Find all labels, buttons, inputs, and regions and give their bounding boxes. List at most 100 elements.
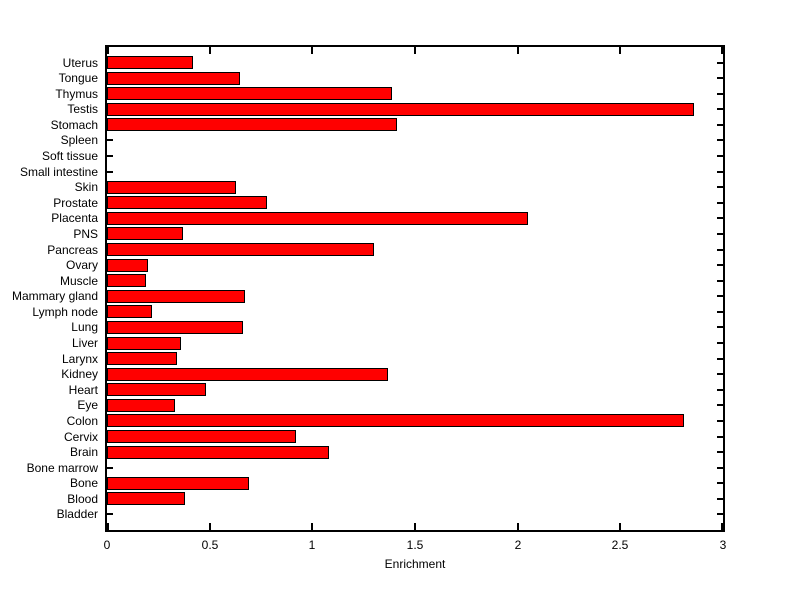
y-tick-label: Brain: [69, 445, 98, 460]
y-axis-tick: [717, 388, 723, 391]
bar: [107, 290, 245, 303]
y-tick-label: Blood: [67, 491, 98, 506]
x-tick-label: 3: [719, 538, 727, 552]
y-tick-label: Colon: [66, 413, 98, 428]
y-tick-label: Skin: [74, 180, 98, 195]
y-axis-tick: [717, 201, 723, 204]
bar: [107, 196, 267, 209]
y-tick-label: Uterus: [62, 55, 98, 70]
y-axis-tick: [717, 451, 723, 454]
y-axis-tick: [717, 248, 723, 251]
y-axis-tick: [717, 326, 723, 329]
bar: [107, 274, 146, 287]
y-axis-tick: [717, 232, 723, 235]
y-tick-label: Liver: [71, 336, 98, 351]
bar: [107, 72, 240, 85]
bar: [107, 259, 148, 272]
bar: [107, 337, 181, 350]
y-axis-tick: [717, 482, 723, 485]
x-axis-tick: [721, 47, 723, 54]
y-axis-tick: [717, 419, 723, 422]
y-axis-tick: [717, 513, 723, 516]
x-axis-tick: [107, 47, 109, 54]
plot-area: [105, 45, 725, 532]
bar: [107, 227, 183, 240]
x-axis-tick: [619, 47, 621, 54]
y-axis-tick: [717, 264, 723, 267]
y-tick-label: Bone marrow: [26, 460, 98, 475]
y-tick-label: Mammary gland: [11, 289, 98, 304]
y-axis-tick: [717, 295, 723, 298]
bar: [107, 414, 684, 427]
y-axis-tick: [107, 155, 113, 158]
y-axis-tick: [107, 170, 113, 173]
y-tick-label: Heart: [68, 382, 98, 397]
x-axis-tick: [414, 523, 416, 530]
y-axis-tick: [717, 357, 723, 360]
bar: [107, 321, 243, 334]
y-axis-tick: [717, 139, 723, 142]
y-tick-label: Ovary: [65, 258, 98, 273]
x-axis-tick: [414, 47, 416, 54]
x-tick-label: 2: [514, 538, 522, 552]
bar: [107, 118, 397, 131]
bar: [107, 103, 694, 116]
y-tick-label: Lung: [71, 320, 98, 335]
y-tick-label: PNS: [73, 226, 98, 241]
bar: [107, 243, 374, 256]
y-tick-label: Lymph node: [32, 304, 98, 319]
y-tick-label: Larynx: [61, 351, 98, 366]
y-axis-tick: [107, 466, 113, 469]
y-axis-tick: [717, 310, 723, 313]
y-axis-tick: [107, 139, 113, 142]
bar: [107, 446, 329, 459]
x-axis-tick: [107, 523, 109, 530]
bar: [107, 212, 528, 225]
bar: [107, 430, 296, 443]
x-axis-tick: [619, 523, 621, 530]
x-axis-tick: [517, 523, 519, 530]
y-axis-tick: [717, 435, 723, 438]
bar: [107, 492, 185, 505]
y-tick-label: Placenta: [51, 211, 98, 226]
bar: [107, 383, 206, 396]
y-axis-tick: [717, 186, 723, 189]
y-axis-tick: [717, 404, 723, 407]
y-axis-tick: [717, 497, 723, 500]
y-axis-tick: [717, 373, 723, 376]
bar: [107, 352, 177, 365]
y-tick-label: Stomach: [50, 117, 98, 132]
y-axis-tick: [717, 217, 723, 220]
y-axis-tick: [717, 108, 723, 111]
x-axis-tick: [311, 47, 313, 54]
bar: [107, 181, 236, 194]
bar: [107, 56, 193, 69]
y-axis-tick: [107, 513, 113, 516]
y-tick-label: Cervix: [63, 429, 98, 444]
y-axis-tick: [717, 466, 723, 469]
bar: [107, 477, 249, 490]
x-tick-label: 0.5: [201, 538, 219, 552]
y-axis-tick: [717, 342, 723, 345]
y-axis-tick: [717, 77, 723, 80]
y-tick-label: Bladder: [56, 507, 98, 522]
y-tick-label: Spleen: [60, 133, 98, 148]
x-axis-tick: [721, 523, 723, 530]
x-axis-tick: [209, 523, 211, 530]
x-tick-label: 0: [103, 538, 111, 552]
x-axis-tick: [311, 523, 313, 530]
y-axis-tick: [717, 92, 723, 95]
y-tick-label: Soft tissue: [41, 149, 98, 164]
y-tick-label: Kidney: [61, 367, 98, 382]
x-axis-tick: [517, 47, 519, 54]
y-axis-tick: [717, 170, 723, 173]
y-tick-label: Testis: [67, 102, 98, 117]
x-tick-label: 2.5: [611, 538, 629, 552]
y-tick-label: Tongue: [58, 71, 98, 86]
bar: [107, 305, 152, 318]
x-tick-label: 1: [308, 538, 316, 552]
y-axis-tick: [717, 123, 723, 126]
bar: [107, 368, 388, 381]
y-tick-label: Small intestine: [19, 164, 98, 179]
